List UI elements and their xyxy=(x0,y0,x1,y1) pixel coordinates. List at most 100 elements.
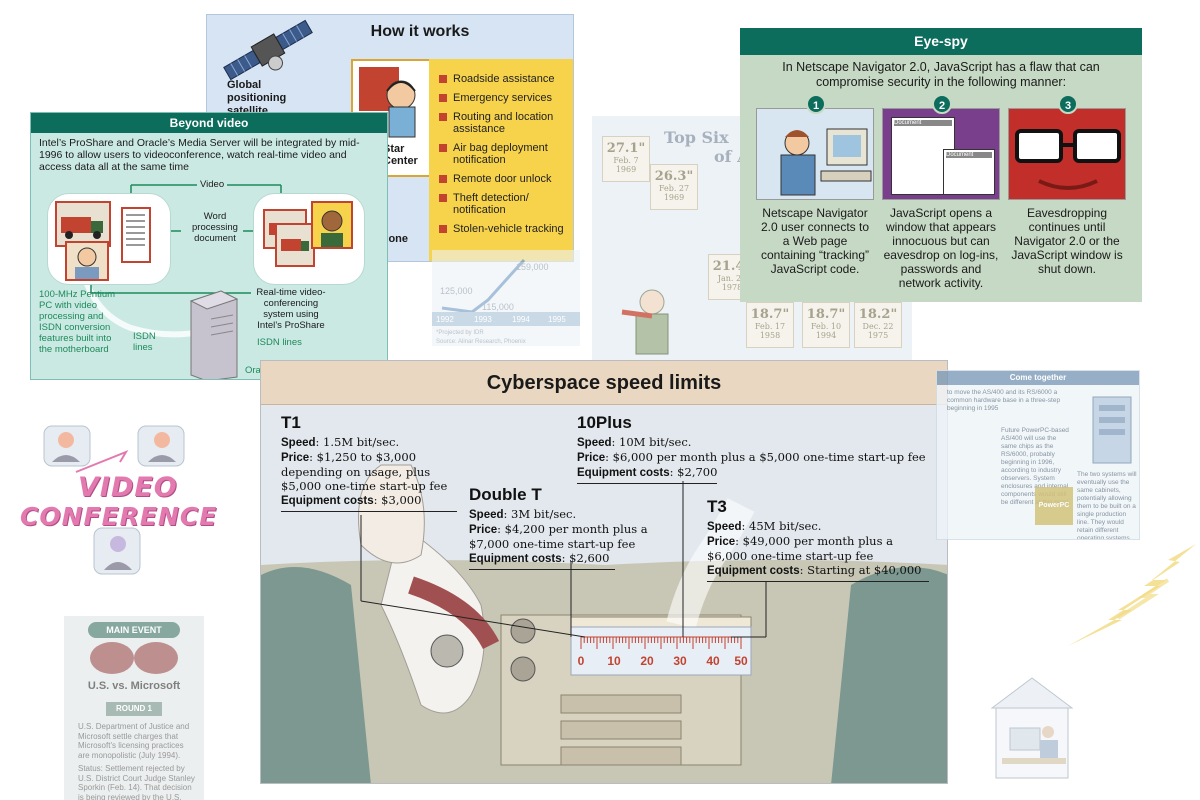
doublet-price: : $4,200 per month plus a $7,000 one-tim… xyxy=(469,522,648,551)
t1-spec: T1 Speed: 1.5M bit/sec. Price: $1,250 to… xyxy=(281,413,457,512)
chart-note: *Projected by IDR xyxy=(436,330,484,336)
eye-spy-intro: In Netscape Navigator 2.0, JavaScript ha… xyxy=(782,60,1100,89)
doublet-underline xyxy=(469,569,615,570)
service-item: Emergency services xyxy=(439,92,569,104)
step-caption: Netscape Navigator 2.0 user connects to … xyxy=(760,206,870,276)
service-item: Stolen-vehicle tracking xyxy=(439,223,569,235)
car-dashboard-illustration: 0 10 20 30 40 50 xyxy=(261,405,947,783)
video-window-truck-right-2 xyxy=(275,223,315,267)
come-together-text-1: to move the AS/400 and its RS/6000 a com… xyxy=(947,389,1061,412)
sign-date: Feb. 10 1994 xyxy=(810,322,842,340)
computer-user-icon xyxy=(757,109,873,199)
faded-line-chart: 159,000 125,000 115,000 1992 1993 1994 1… xyxy=(432,250,580,346)
chart-year: 1995 xyxy=(548,315,566,324)
t1-price: : $1,250 to $3,000 depending on usage, p… xyxy=(281,450,448,493)
service-item: Routing and location assistance xyxy=(439,111,569,135)
t1-name: T1 xyxy=(281,413,301,432)
chart-source: Source: Alinar Research, Phoenix xyxy=(436,339,526,345)
round-1-status: Status: Settlement rejected by U.S. Dist… xyxy=(78,764,195,800)
sign-value: 18.2" xyxy=(858,307,898,322)
eye-spy-panel: Eye-spy In Netscape Navigator 2.0, JavaS… xyxy=(740,28,1142,302)
price-label: Price xyxy=(469,524,498,536)
conference-word: CONFERENCE xyxy=(20,502,218,531)
isdn-lines-right-label: ISDN lines xyxy=(257,337,302,348)
tenplus-underline xyxy=(577,483,717,484)
t3-speed: : 45M bit/sec. xyxy=(741,519,822,533)
t1-speed: : 1.5M bit/sec. xyxy=(315,435,400,449)
speed-label: Speed xyxy=(281,437,316,449)
speed-label: Speed xyxy=(469,509,504,521)
eye-spy-title: Eye-spy xyxy=(740,28,1142,55)
pentium-pc-label: 100-MHz Pentium PC with video processing… xyxy=(39,289,116,355)
t1-underline xyxy=(281,511,457,512)
dial-tick-label: 10 xyxy=(607,654,621,668)
price-label: Price xyxy=(577,452,606,464)
truck-icon xyxy=(61,217,103,239)
step-number: 3 xyxy=(1058,94,1078,114)
t3-name: T3 xyxy=(707,497,727,516)
snow-sign: 18.2" Dec. 22 1975 xyxy=(854,302,902,348)
snow-sign: 26.3" Feb. 27 1969 xyxy=(650,164,698,210)
document-windows-illustration: Document Document xyxy=(882,108,1000,200)
snow-sign: 18.7" Feb. 17 1958 xyxy=(746,302,794,348)
dial-tick-label: 30 xyxy=(673,654,687,668)
speedometer-ticks xyxy=(580,636,742,649)
chart-year: 1992 xyxy=(436,315,454,324)
sign-value: 18.7" xyxy=(750,307,790,322)
sign-value: 26.3" xyxy=(654,169,694,184)
snow-sign: 18.7" Feb. 10 1994 xyxy=(802,302,850,348)
equipment-label: Equipment costs xyxy=(281,495,374,507)
service-item: Theft detection/ notification xyxy=(439,192,569,216)
come-together-title: Come together xyxy=(937,371,1139,385)
equipment-label: Equipment costs xyxy=(577,467,670,479)
beyond-video-intro: Intel’s ProShare and Oracle’s Media Serv… xyxy=(39,137,360,173)
server-cabinet-icon xyxy=(1092,396,1132,464)
chart-value-1: 159,000 xyxy=(516,262,549,272)
dial-tick-label: 20 xyxy=(640,654,654,668)
star-center-label: Star Center xyxy=(383,143,418,167)
word-document-label: Word processing document xyxy=(187,211,243,244)
t3-underline xyxy=(707,581,929,582)
sign-date: Dec. 22 1975 xyxy=(862,322,894,340)
tenplus-speed: : 10M bit/sec. xyxy=(611,435,692,449)
snow-sign: 27.1" Feb. 7 1969 xyxy=(602,136,650,182)
us-vs-microsoft: U.S. vs. Microsoft xyxy=(87,680,181,692)
dial-tick-label: 40 xyxy=(706,654,720,668)
step-number: 1 xyxy=(806,94,826,114)
spy-face-icon xyxy=(1009,109,1125,199)
step-caption: Eavesdropping continues until Navigator … xyxy=(1011,206,1123,276)
beyond-video-panel: Beyond video Intel’s ProShare and Oracle… xyxy=(30,112,388,380)
tenplus-name: 10Plus xyxy=(577,413,632,432)
eye-spy-step-3: 3 Eavesdropping continues until Navigato… xyxy=(1008,94,1126,276)
sign-date: Feb. 17 1958 xyxy=(754,322,786,340)
dial-tick-label: 0 xyxy=(578,654,585,668)
equipment-label: Equipment costs xyxy=(707,565,800,577)
service-item: Roadside assistance xyxy=(439,73,569,85)
truck-icon xyxy=(281,239,309,251)
person-icon xyxy=(321,210,343,247)
t3-price: : $49,000 per month plus a $6,000 one-ti… xyxy=(707,534,893,563)
boxing-gloves-icon xyxy=(90,642,178,674)
operator-icon xyxy=(359,67,416,138)
top-six-title-line1: Top Six xyxy=(664,128,729,147)
beyond-video-title: Beyond video xyxy=(31,113,387,133)
chart-year: 1993 xyxy=(474,315,492,324)
chart-value-3: 115,000 xyxy=(482,302,514,312)
t3-equipment: : Starting at $40,000 xyxy=(799,563,922,577)
popup-window: Document xyxy=(943,149,995,195)
come-together-text-3: The two systems will eventually use the … xyxy=(1077,471,1137,540)
eye-spy-step-2: 2 Document Document JavaScript opens a w… xyxy=(882,94,1000,290)
document-window-left xyxy=(121,207,151,263)
house-workstation-icon xyxy=(990,677,1074,779)
speed-label: Speed xyxy=(577,437,612,449)
dial-tick-label: 50 xyxy=(734,654,748,668)
round-1-text: U.S. Department of Justice and Microsoft… xyxy=(78,722,190,760)
come-together-text-2: Future PowerPC-based AS/400 will use the… xyxy=(1001,427,1070,506)
service-item: Remote door unlock xyxy=(439,173,569,185)
tenplus-price: : $6,000 per month plus a $5,000 one-tim… xyxy=(605,450,926,464)
server-tower-icon xyxy=(189,290,239,379)
speed-label: Speed xyxy=(707,521,742,533)
price-label: Price xyxy=(707,536,736,548)
video-word: VIDEO xyxy=(78,472,178,503)
round-1-badge: ROUND 1 xyxy=(106,702,162,716)
